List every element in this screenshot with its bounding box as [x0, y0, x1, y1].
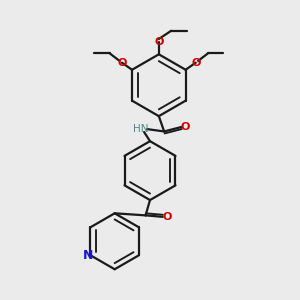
Text: O: O: [191, 58, 200, 68]
Text: O: O: [162, 212, 172, 222]
Text: O: O: [181, 122, 190, 132]
Text: HN: HN: [134, 124, 149, 134]
Text: N: N: [83, 249, 93, 262]
Text: O: O: [154, 37, 164, 47]
Text: O: O: [117, 58, 127, 68]
